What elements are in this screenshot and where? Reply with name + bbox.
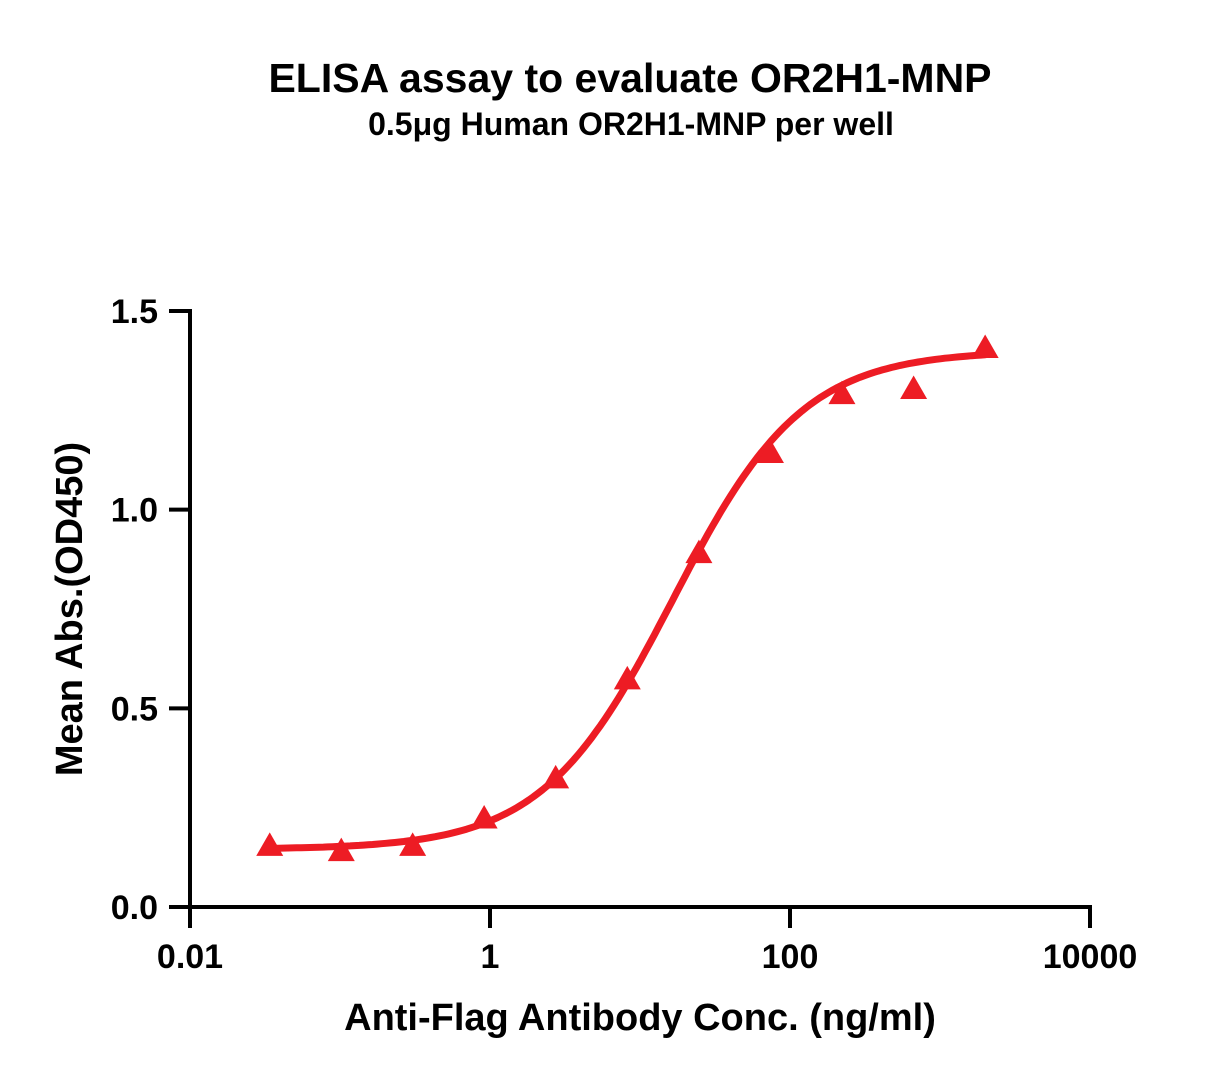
y-tick-label: 0.5 (111, 690, 158, 728)
data-point-triangle (685, 539, 713, 564)
data-point-triangle (327, 837, 355, 862)
data-point-triangle (828, 380, 856, 405)
x-tick-label: 0.01 (157, 938, 223, 976)
data-point-triangle (756, 439, 784, 463)
y-tick-label: 0.0 (111, 889, 158, 927)
x-tick-label: 10000 (1043, 938, 1138, 976)
fit-curve (266, 351, 989, 852)
dose-response-curve (266, 351, 989, 852)
y-tick-label: 1.5 (111, 293, 158, 331)
chart-subtitle: 0.5μg Human OR2H1-MNP per well (368, 106, 894, 142)
x-tick-label: 1 (481, 938, 500, 976)
x-tick-label: 100 (762, 938, 819, 976)
data-point-triangle (399, 832, 427, 856)
x-axis-ticks: 0.01 1 100 10000 (157, 907, 1137, 976)
data-point-triangle (613, 665, 641, 690)
y-axis-label: Mean Abs.(OD450) (49, 442, 91, 776)
axes (188, 309, 1092, 909)
data-points (256, 334, 999, 862)
data-point-triangle (256, 832, 284, 856)
data-point-triangle (470, 804, 498, 829)
y-axis-ticks: 0.0 0.5 1.0 1.5 (111, 293, 190, 927)
data-point-triangle (542, 764, 570, 789)
data-point-triangle (971, 334, 999, 359)
y-tick-label: 1.0 (111, 492, 158, 530)
x-axis-label: Anti-Flag Antibody Conc. (ng/ml) (344, 997, 936, 1039)
data-point-triangle (900, 375, 928, 399)
chart-title: ELISA assay to evaluate OR2H1-MNP (268, 55, 991, 101)
